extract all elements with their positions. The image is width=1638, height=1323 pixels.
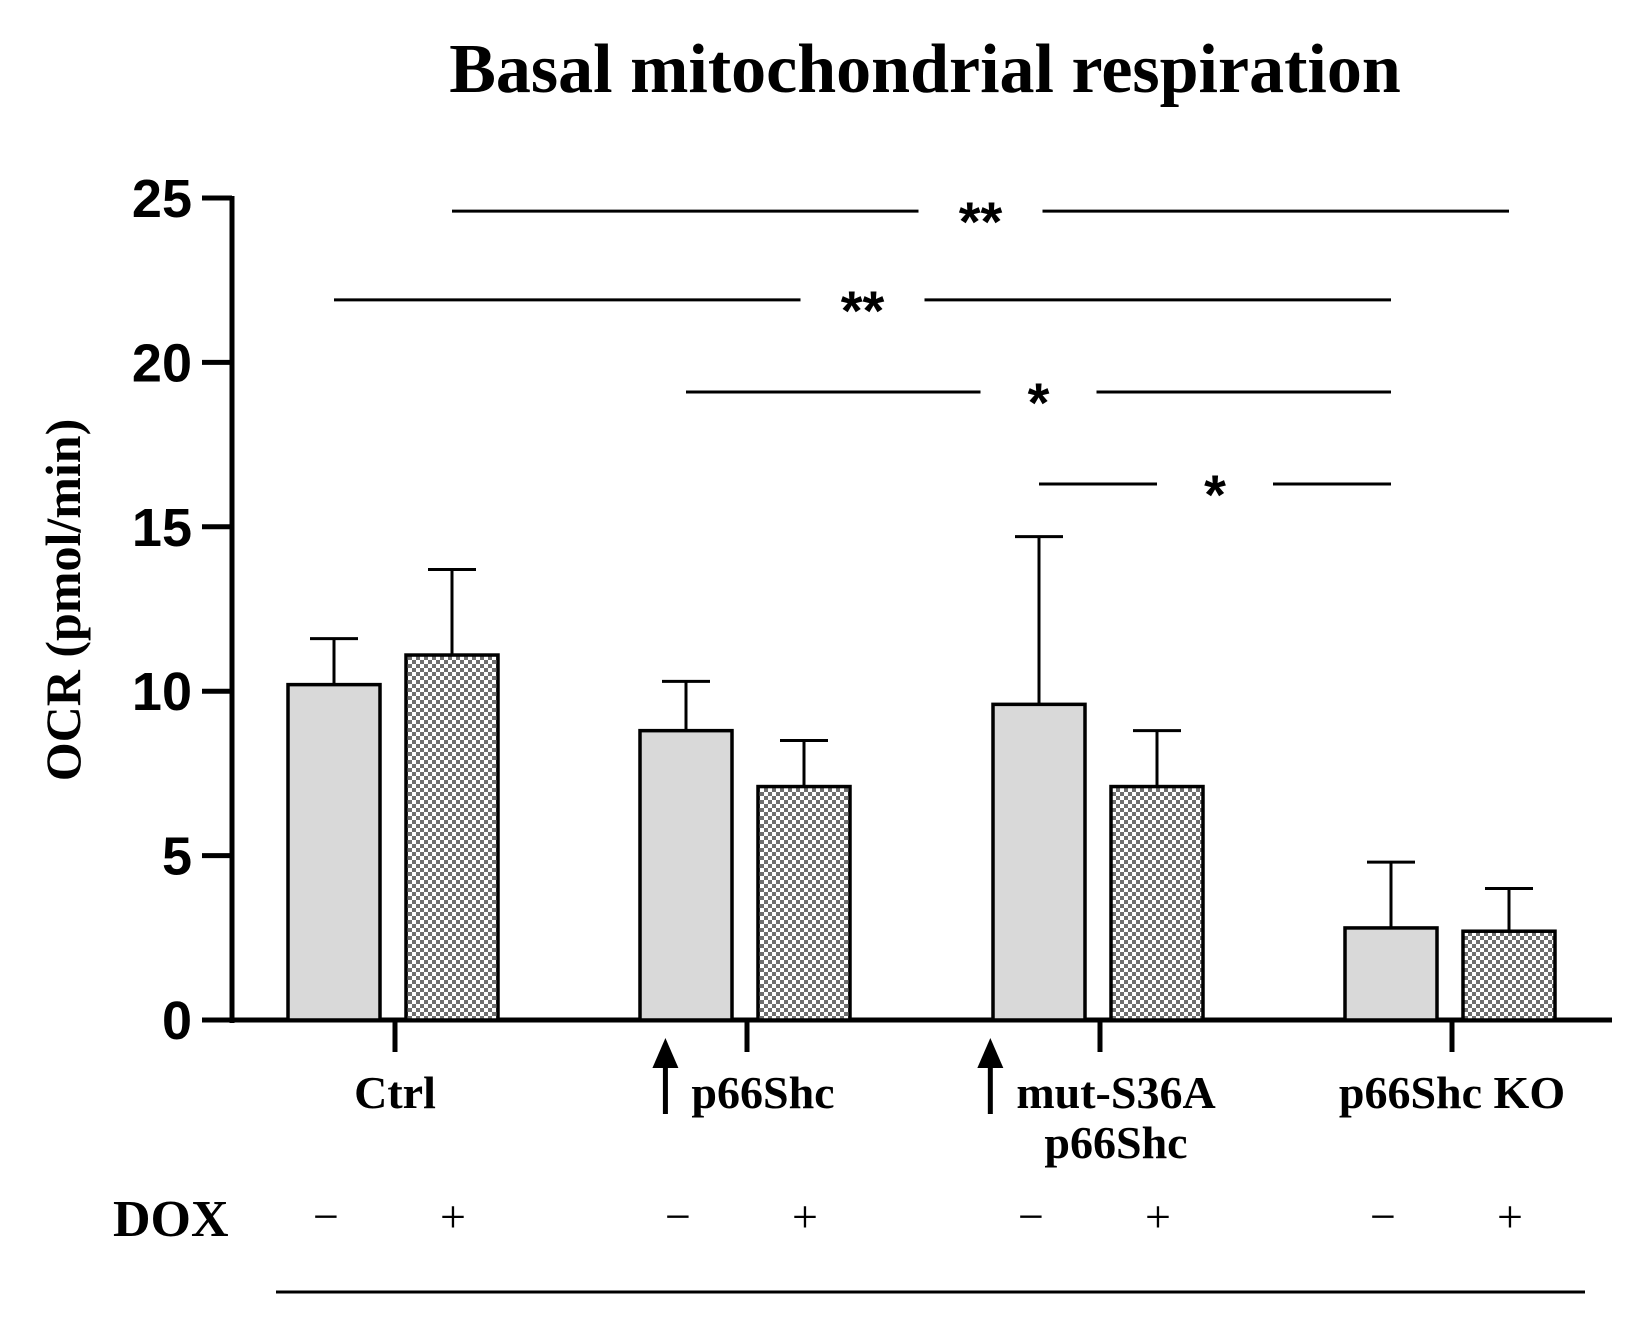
up-arrow-head-icon: [652, 1038, 679, 1068]
group-label: Ctrl: [354, 1067, 436, 1118]
y-tick-label: 10: [132, 662, 192, 722]
group-label: p66Shc: [691, 1067, 834, 1118]
group-label: p66Shc KO: [1339, 1067, 1565, 1118]
group-label: p66Shc: [1044, 1117, 1187, 1168]
bar: [991, 702, 1087, 1022]
y-axis-label: OCR (pmol/min): [35, 419, 91, 782]
y-tick-label: 15: [132, 498, 192, 558]
dox-sign: −: [665, 1191, 691, 1242]
chart-title: Basal mitochondrial respiration: [449, 31, 1401, 108]
y-tick-label: 20: [132, 333, 192, 393]
error-bars: [310, 535, 1533, 932]
y-tick-label: 5: [162, 827, 192, 887]
bar: [1461, 929, 1557, 1022]
dox-sign: +: [792, 1191, 818, 1242]
bars: [286, 653, 1557, 1022]
significance-label: **: [841, 279, 885, 342]
y-tick-label: 25: [132, 169, 192, 229]
significance-label: **: [959, 190, 1003, 253]
dox-sign: +: [440, 1191, 466, 1242]
dox-row: DOX − − − − + + + +: [113, 1191, 1585, 1294]
up-arrow-head-icon: [977, 1038, 1004, 1068]
dox-sign: −: [1370, 1191, 1396, 1242]
group-label: mut-S36A: [1016, 1067, 1215, 1118]
bar: [1343, 926, 1439, 1022]
bar: [1109, 784, 1205, 1022]
dox-sign: −: [1018, 1191, 1044, 1242]
bar: [756, 784, 852, 1022]
bar: [286, 682, 382, 1022]
significance-label: *: [1028, 371, 1050, 434]
bar: [404, 653, 500, 1022]
bar: [638, 728, 734, 1022]
significance-label: *: [1204, 463, 1226, 526]
dox-sign: +: [1145, 1191, 1171, 1242]
dox-sign: +: [1497, 1191, 1523, 1242]
significance-brackets: ******: [334, 190, 1509, 526]
dox-label: DOX: [113, 1191, 229, 1248]
dox-sign: −: [313, 1191, 339, 1242]
y-tick-label: 0: [162, 991, 192, 1051]
